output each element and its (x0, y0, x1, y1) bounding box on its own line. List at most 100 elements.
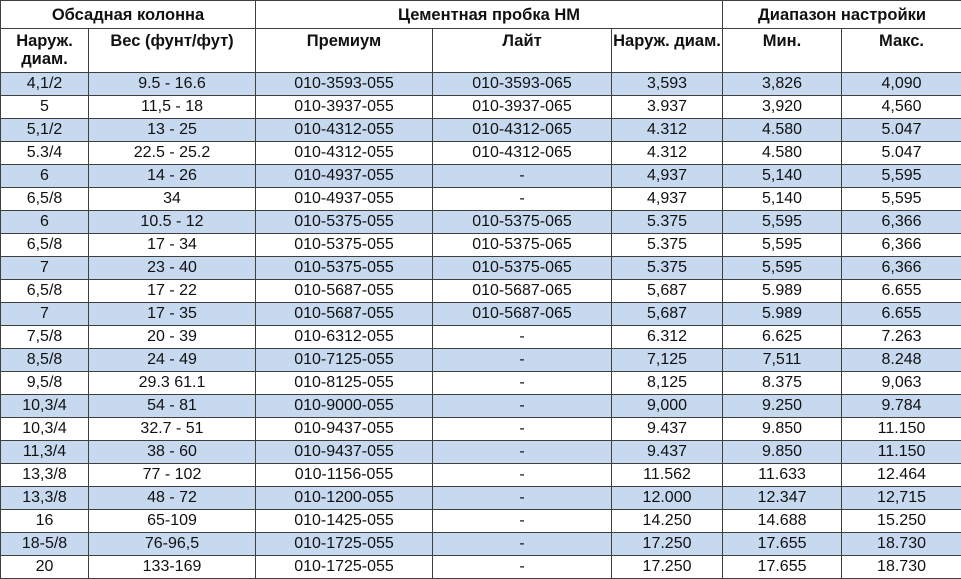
premium-part-cell: 010-9000-055 (256, 395, 433, 418)
weight-cell: 11,5 - 18 (89, 96, 256, 119)
max-range-cell: 6,366 (842, 211, 961, 234)
lite-part-cell: 010-4312-065 (433, 119, 612, 142)
max-range-cell: 9.784 (842, 395, 961, 418)
plug-od-cell: 6.312 (612, 326, 723, 349)
weight-cell: 22.5 - 25.2 (89, 142, 256, 165)
weight-cell: 14 - 26 (89, 165, 256, 188)
max-range-cell: 5.047 (842, 142, 961, 165)
max-range-cell: 4,090 (842, 73, 961, 96)
plug-od-cell: 4.312 (612, 119, 723, 142)
min-range-cell: 3,826 (723, 73, 842, 96)
plug-od-cell: 3.937 (612, 96, 723, 119)
premium-part-cell: 010-3937-055 (256, 96, 433, 119)
plug-od-cell: 5.375 (612, 234, 723, 257)
weight-cell: 54 - 81 (89, 395, 256, 418)
premium-part-cell: 010-1725-055 (256, 556, 433, 579)
premium-part-cell: 010-5375-055 (256, 211, 433, 234)
lite-part-cell: 010-5687-065 (433, 303, 612, 326)
casing-od-cell: 6,5/8 (1, 280, 89, 303)
premium-part-cell: 010-5687-055 (256, 303, 433, 326)
lite-part-cell: 010-5375-065 (433, 234, 612, 257)
casing-od-cell: 16 (1, 510, 89, 533)
max-range-cell: 7.263 (842, 326, 961, 349)
min-range-cell: 9.850 (723, 441, 842, 464)
plug-od-cell: 8,125 (612, 372, 723, 395)
premium-header: Премиум (256, 29, 433, 73)
max-range-cell: 9,063 (842, 372, 961, 395)
max-range-cell: 5,595 (842, 188, 961, 211)
premium-part-cell: 010-5375-055 (256, 234, 433, 257)
plug-od-cell: 5.375 (612, 211, 723, 234)
max-range-cell: 12.464 (842, 464, 961, 487)
min-range-cell: 9.850 (723, 418, 842, 441)
casing-od-cell: 11,3/4 (1, 441, 89, 464)
casing-od-cell: 10,3/4 (1, 418, 89, 441)
plug-od-cell: 4,937 (612, 188, 723, 211)
min-range-cell: 5.989 (723, 280, 842, 303)
premium-part-cell: 010-8125-055 (256, 372, 433, 395)
plug-od-cell: 14.250 (612, 510, 723, 533)
min-header: Мин. (723, 29, 842, 73)
lite-part-cell: - (433, 165, 612, 188)
max-range-cell: 18.730 (842, 533, 961, 556)
max-range-cell: 5,595 (842, 165, 961, 188)
weight-cell: 32.7 - 51 (89, 418, 256, 441)
plug-od-cell: 5.375 (612, 257, 723, 280)
plug-od-cell: 7,125 (612, 349, 723, 372)
max-range-cell: 5.047 (842, 119, 961, 142)
plug-od-cell: 3,593 (612, 73, 723, 96)
lite-part-cell: 010-5375-065 (433, 257, 612, 280)
min-range-cell: 5.989 (723, 303, 842, 326)
premium-part-cell: 010-4312-055 (256, 142, 433, 165)
weight-cell: 23 - 40 (89, 257, 256, 280)
weight-cell: 38 - 60 (89, 441, 256, 464)
premium-part-cell: 010-1156-055 (256, 464, 433, 487)
max-range-cell: 11.150 (842, 418, 961, 441)
casing-od-cell: 5.3/4 (1, 142, 89, 165)
lite-part-cell: - (433, 487, 612, 510)
premium-part-cell: 010-9437-055 (256, 418, 433, 441)
casing-od-cell: 8,5/8 (1, 349, 89, 372)
casing-od-cell: 7 (1, 257, 89, 280)
lite-part-cell: 010-3593-065 (433, 73, 612, 96)
lite-part-cell: - (433, 372, 612, 395)
plug-od-cell: 5,687 (612, 280, 723, 303)
min-range-cell: 14.688 (723, 510, 842, 533)
min-range-cell: 11.633 (723, 464, 842, 487)
plug-od-cell: 5,687 (612, 303, 723, 326)
min-range-cell: 9.250 (723, 395, 842, 418)
max-range-cell: 11.150 (842, 441, 961, 464)
weight-cell: 65-109 (89, 510, 256, 533)
casing-group-header: Обсадная колонна (1, 1, 256, 29)
lite-part-cell: 010-4312-065 (433, 142, 612, 165)
lite-part-cell: - (433, 349, 612, 372)
lite-part-cell: 010-3937-065 (433, 96, 612, 119)
casing-od-cell: 20 (1, 556, 89, 579)
plug-od-cell: 12.000 (612, 487, 723, 510)
premium-part-cell: 010-3593-055 (256, 73, 433, 96)
premium-part-cell: 010-9437-055 (256, 441, 433, 464)
casing-od-cell: 7,5/8 (1, 326, 89, 349)
casing-od-cell: 9,5/8 (1, 372, 89, 395)
weight-cell: 133-169 (89, 556, 256, 579)
max-range-cell: 4,560 (842, 96, 961, 119)
plug-od-cell: 9,000 (612, 395, 723, 418)
weight-cell: 17 - 35 (89, 303, 256, 326)
casing-od-cell: 13,3/8 (1, 487, 89, 510)
premium-part-cell: 010-4312-055 (256, 119, 433, 142)
casing-od-cell: 13,3/8 (1, 464, 89, 487)
weight-cell: 34 (89, 188, 256, 211)
